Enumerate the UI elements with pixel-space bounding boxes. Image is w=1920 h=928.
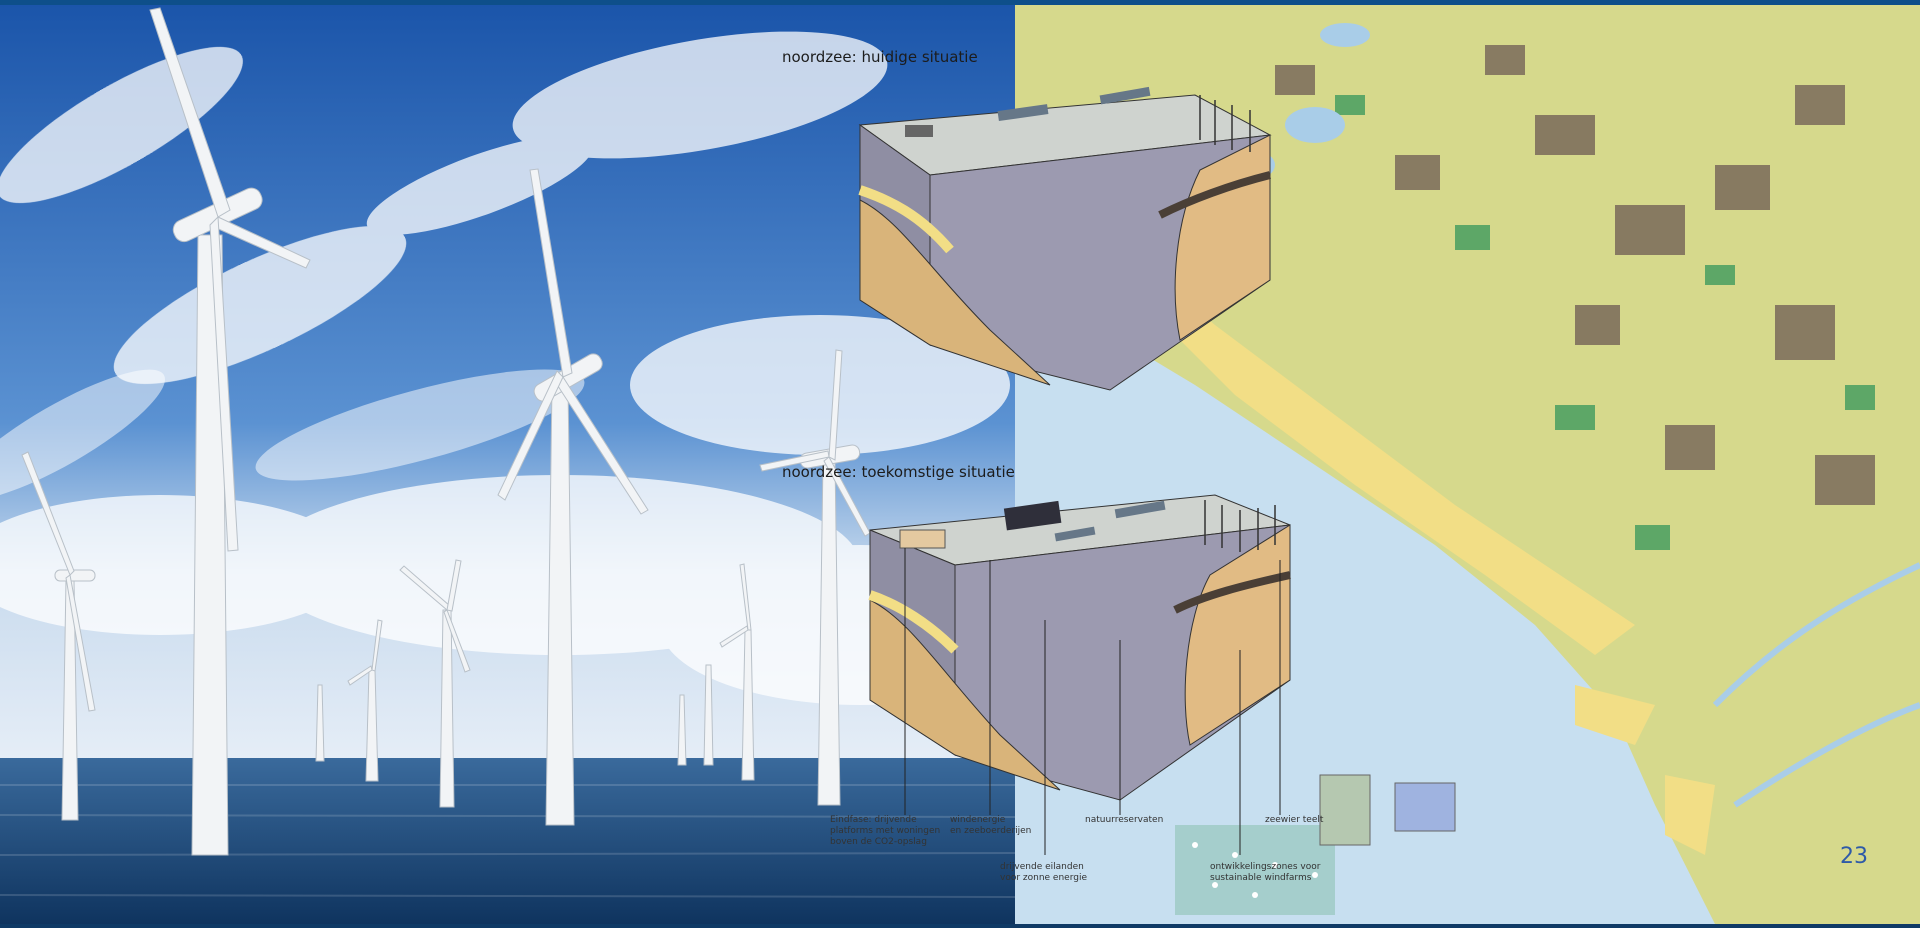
wind-turbine-photo bbox=[0, 5, 1015, 924]
top-accent-bar bbox=[0, 0, 1920, 5]
page-number: 23 bbox=[1840, 844, 1868, 869]
coastal-land-use-map bbox=[1015, 5, 1920, 924]
